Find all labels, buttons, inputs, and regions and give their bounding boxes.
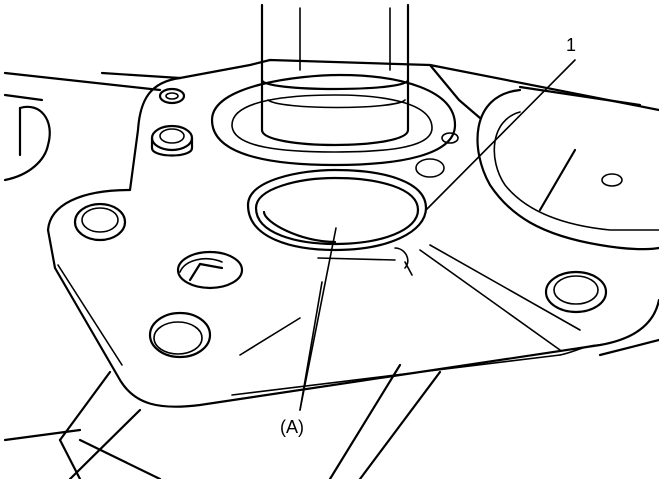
oil-seal — [246, 168, 428, 276]
leader-line-1 — [425, 59, 576, 211]
large-bore — [476, 88, 659, 251]
part-number-label: 1 — [566, 35, 577, 55]
leader-lines — [299, 59, 576, 411]
shaft-bore — [210, 73, 457, 167]
housing-plate — [46, 58, 659, 408]
background-frame — [3, 63, 659, 479]
leader-line-a-2 — [299, 281, 323, 411]
mounting-holes — [73, 87, 623, 359]
callout-a-label: (A) — [280, 417, 304, 437]
